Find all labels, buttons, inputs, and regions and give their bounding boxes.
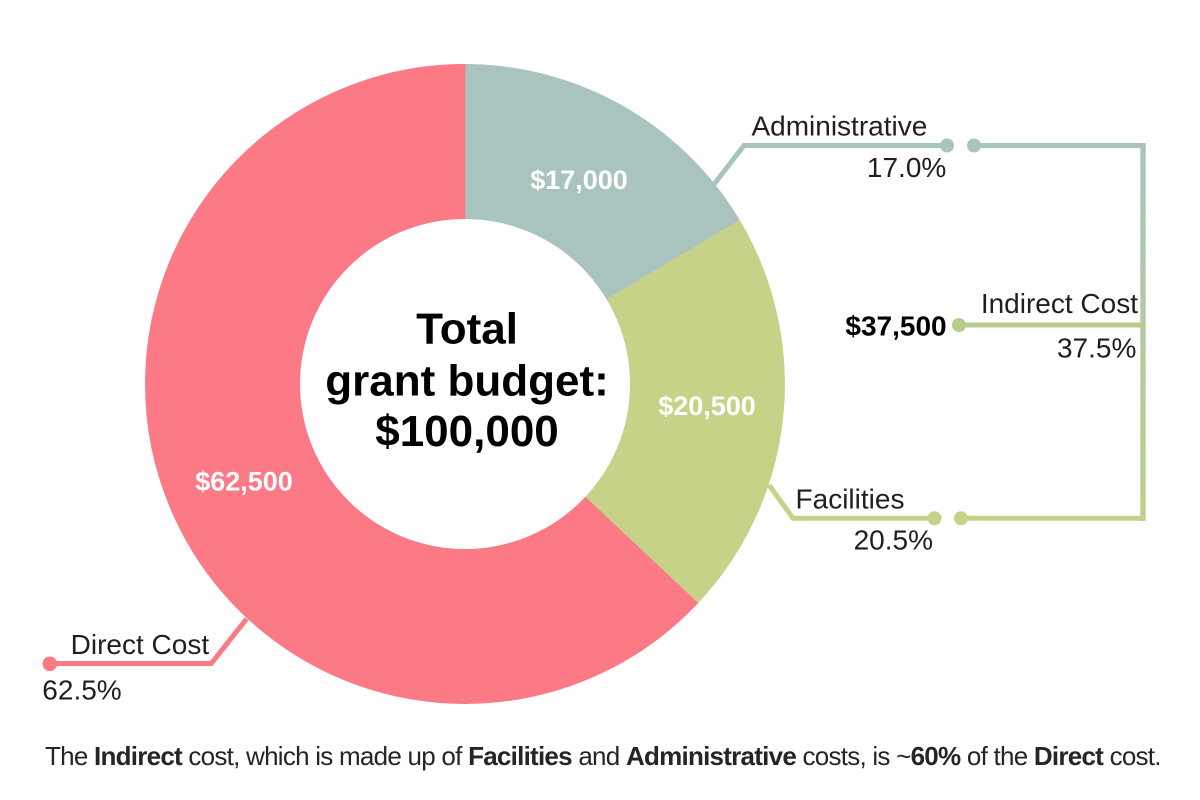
svg-text:62.5%: 62.5% (42, 675, 121, 706)
svg-text:Total: Total (416, 305, 518, 354)
svg-text:37.5%: 37.5% (1057, 333, 1136, 364)
svg-text:20.5%: 20.5% (854, 525, 933, 556)
svg-text:The Indirect cost, which is ma: The Indirect cost, which is made up of F… (45, 741, 1161, 771)
svg-text:Administrative: Administrative (751, 111, 927, 142)
svg-text:17.0%: 17.0% (867, 152, 946, 183)
svg-text:$17,000: $17,000 (530, 165, 628, 195)
svg-text:$100,000: $100,000 (375, 407, 559, 456)
svg-text:$62,500: $62,500 (195, 466, 293, 496)
svg-text:Direct Cost: Direct Cost (71, 629, 210, 660)
svg-text:grant budget:: grant budget: (325, 357, 609, 406)
svg-text:$20,500: $20,500 (658, 391, 756, 421)
svg-text:Indirect Cost: Indirect Cost (981, 288, 1138, 319)
svg-text:Facilities: Facilities (796, 483, 905, 514)
svg-text:$37,500: $37,500 (845, 310, 946, 341)
